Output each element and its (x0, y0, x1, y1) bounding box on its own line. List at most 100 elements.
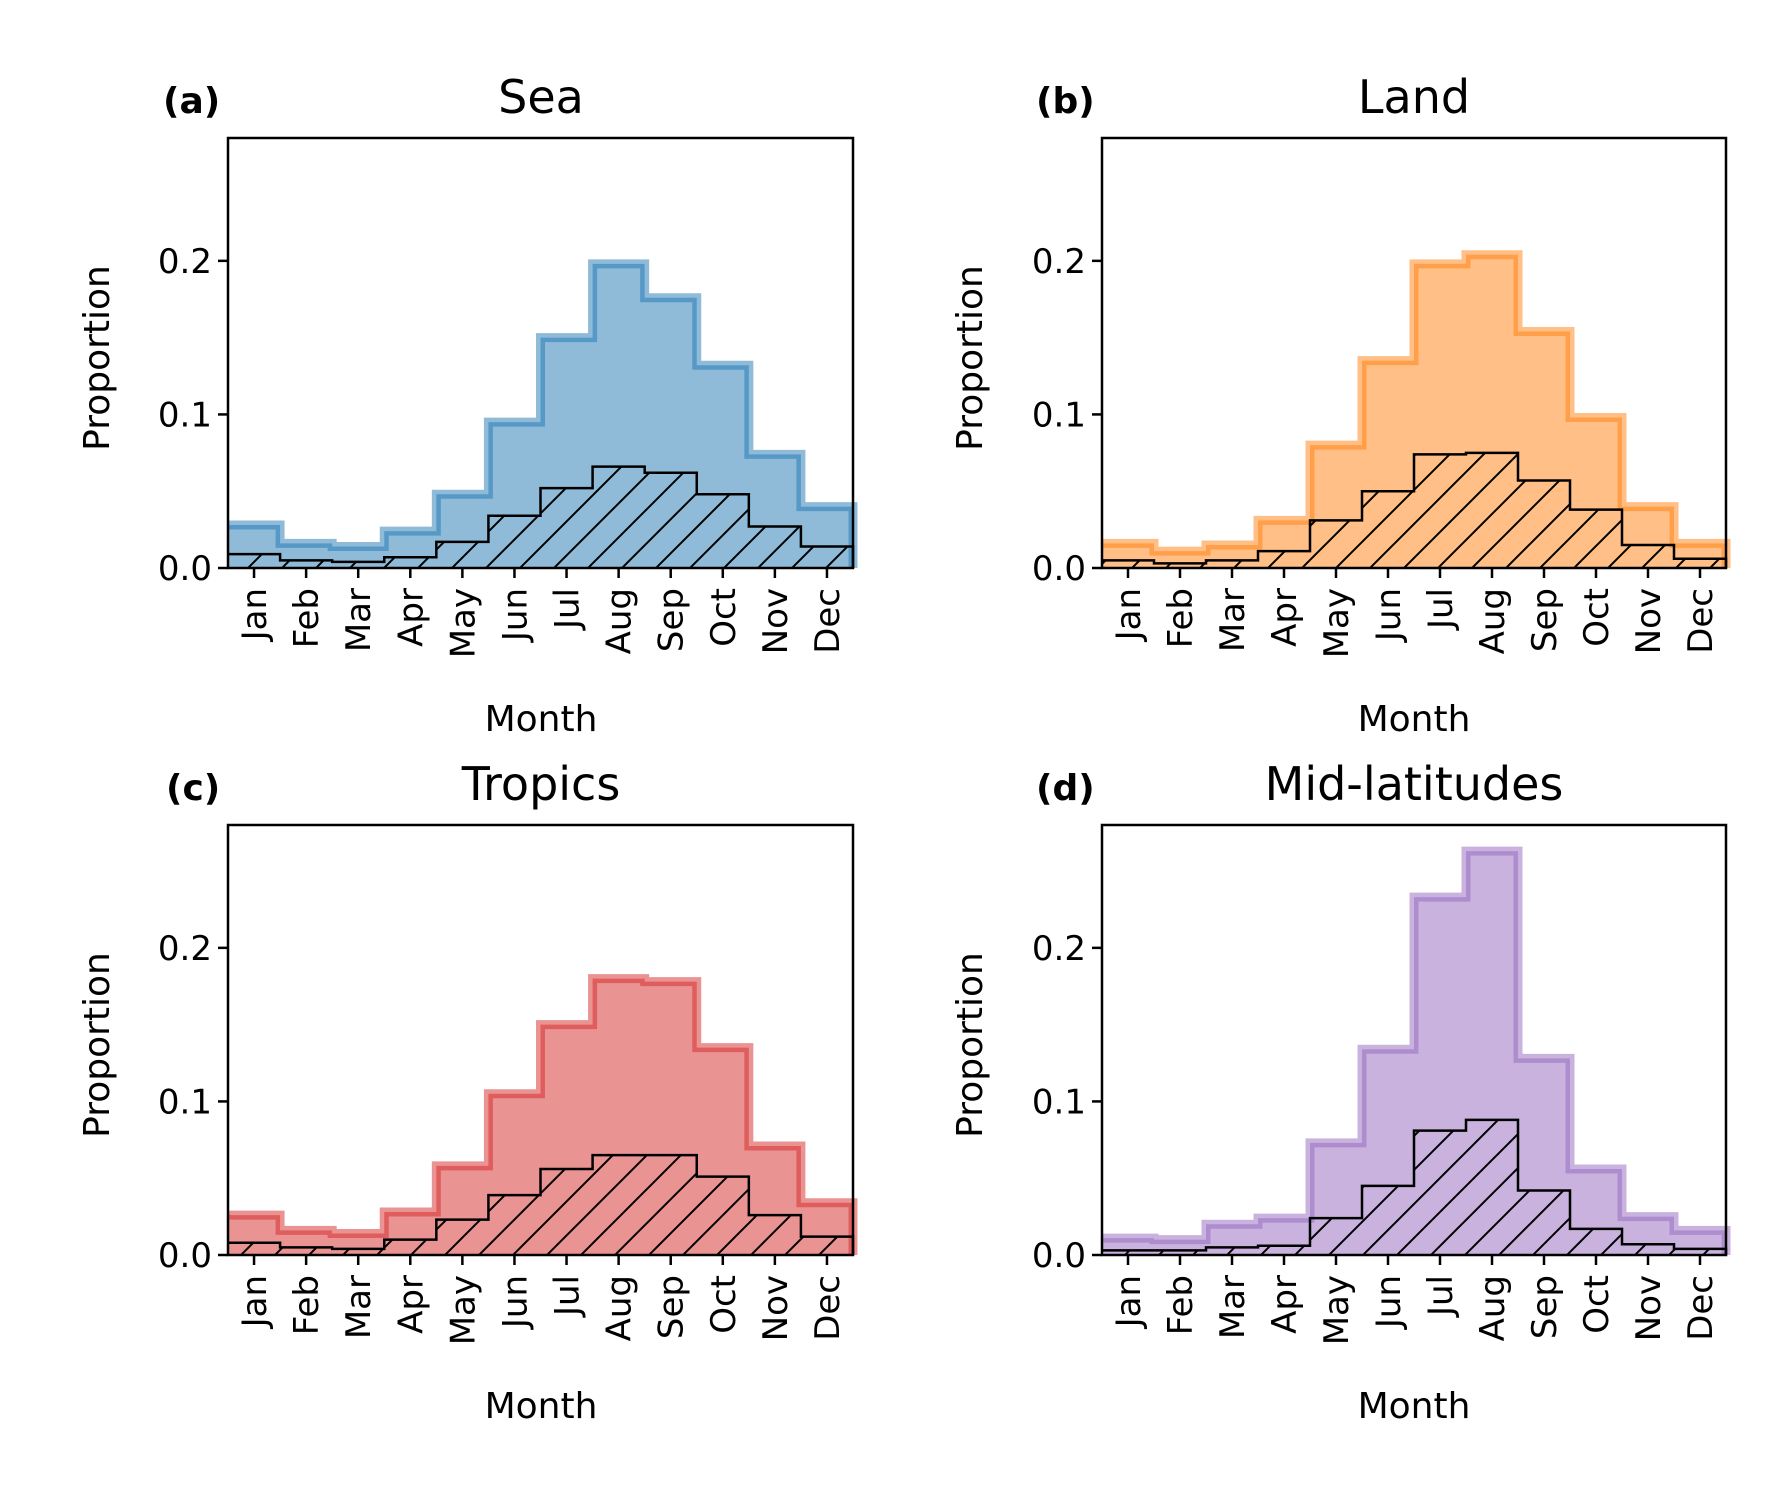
hatched-step-outline (228, 1153, 855, 1255)
x-tick-label-may: May (1317, 1275, 1357, 1345)
hatched-bar-nov (1622, 545, 1674, 568)
panel-sea: (a) Sea 0.0 0.1 0.2 Jan Feb Mar Apr May Jun Jul Au… (77, 70, 858, 740)
x-tick-label-feb: Feb (287, 1275, 327, 1335)
panel-mid-latitudes: (d) Mid-latitudes 0.0 0.1 0.2 Jan Feb Mar Apr M… (950, 757, 1731, 1427)
hatched-bar-aug (1466, 453, 1518, 568)
y-tick-label: 0.0 (158, 1236, 212, 1276)
y-tick-label: 0.0 (1032, 1236, 1086, 1276)
hatched-bar-jan (228, 554, 280, 568)
y-tick-label: 0.1 (158, 1082, 212, 1122)
series-step-outline (1102, 250, 1731, 568)
x-tick-label-jan: Jan (1109, 588, 1149, 642)
hatched-bar-may (436, 1220, 488, 1255)
plot-area: 0.0 0.1 0.2 Jan Feb Mar Apr May Jun Jul Aug Sep Oct N… (1032, 136, 1731, 658)
hatched-bar-oct (697, 494, 749, 568)
y-axis-label: Proportion (77, 952, 118, 1138)
hatched-bar-sep (1518, 1191, 1570, 1256)
hatched-bar-oct (1570, 1229, 1622, 1255)
x-axis-label: Month (485, 1386, 598, 1427)
x-axis-label: Month (485, 699, 598, 740)
x-tick-label-jul: Jul (1421, 1275, 1461, 1318)
panel-title: Sea (498, 70, 584, 124)
axes-frame (1100, 136, 1728, 570)
series-step-outline (1102, 846, 1731, 1255)
x-tick-label-dec: Dec (808, 588, 848, 654)
x-tick-label-jul: Jul (548, 1275, 588, 1318)
y-tick-label: 0.0 (158, 549, 212, 589)
y-tick-label: 0.2 (158, 242, 212, 282)
x-tick-label-apr: Apr (391, 588, 431, 647)
panel-letter: (d) (1036, 768, 1095, 809)
x-tick-label-dec: Dec (1681, 588, 1721, 654)
hatched-bar-nov (1622, 1244, 1674, 1255)
x-tick-label-nov: Nov (756, 588, 796, 654)
panel-letter: (a) (163, 81, 220, 122)
x-tick-label-nov: Nov (1629, 588, 1669, 654)
x-tick-label-sep: Sep (1525, 588, 1565, 652)
hatched-bar-jun (488, 1195, 540, 1255)
hatched-bar-oct (697, 1177, 749, 1255)
x-tick-label-mar: Mar (339, 1275, 379, 1339)
plot-area: 0.0 0.1 0.2 Jan Feb Mar Apr May Jun Jul Aug Sep Oct N… (1032, 823, 1731, 1345)
x-tick-label-oct: Oct (1577, 1275, 1617, 1334)
x-tick-label-feb: Feb (1161, 1275, 1201, 1335)
hatched-bar-oct (1570, 510, 1622, 568)
hatched-bar-dec (1674, 559, 1726, 568)
x-tick-label-jul: Jul (548, 588, 588, 631)
plot-area: 0.0 0.1 0.2 Jan Feb Mar Apr May Jun Jul Aug Sep Oct N… (158, 136, 858, 658)
hatched-bar-apr (1258, 551, 1310, 568)
x-tick-label-may: May (443, 1275, 483, 1345)
x-tick-label-jan: Jan (1109, 1275, 1149, 1329)
x-tick-label-jun: Jun (495, 1275, 535, 1330)
hatched-bar-dec (801, 547, 853, 569)
hatched-bar-may (1310, 1218, 1362, 1255)
x-axis-label: Month (1358, 699, 1471, 740)
hatched-bar-aug (593, 467, 645, 568)
y-axis-label: Proportion (77, 265, 118, 451)
series-step-outline (228, 974, 858, 1255)
hatched-bar-dec (801, 1237, 853, 1255)
y-tick-label: 0.2 (158, 929, 212, 969)
x-tick-label-sep: Sep (652, 588, 692, 652)
hatched-bar-apr (1258, 1246, 1310, 1255)
x-tick-label-may: May (1317, 588, 1357, 658)
x-tick-label-apr: Apr (1265, 1275, 1305, 1334)
x-tick-label-jun: Jun (495, 588, 535, 643)
x-tick-label-aug: Aug (600, 1275, 640, 1341)
series-step-outline (228, 259, 858, 568)
x-tick-label-oct: Oct (704, 588, 744, 647)
axes-frame (1100, 823, 1728, 1257)
x-tick-label-mar: Mar (1213, 1275, 1253, 1339)
hatched-step-outline (228, 465, 855, 568)
hatched-bar-apr (384, 1240, 436, 1255)
x-tick-label-aug: Aug (600, 588, 640, 654)
y-tick-label: 0.0 (1032, 549, 1086, 589)
x-tick-label-sep: Sep (1525, 1275, 1565, 1339)
hatched-bar-aug (593, 1155, 645, 1255)
panel-letter: (c) (166, 768, 220, 809)
hatched-bar-aug (1466, 1120, 1518, 1255)
hatched-bar-may (1310, 520, 1362, 568)
hatched-bar-jun (1362, 1186, 1414, 1255)
axes-frame (226, 136, 855, 570)
hatched-bar-nov (749, 527, 801, 568)
x-tick-label-mar: Mar (1213, 588, 1253, 652)
x-tick-label-may: May (443, 588, 483, 658)
panel-title: Tropics (461, 757, 621, 811)
x-tick-label-jan: Jan (235, 1275, 275, 1329)
hatched-bar-nov (749, 1215, 801, 1255)
x-tick-label-apr: Apr (391, 1275, 431, 1334)
hatched-bar-apr (384, 557, 436, 568)
hatched-fill-area (228, 1155, 853, 1255)
hatched-bar-jul (541, 488, 593, 568)
x-tick-label-jun: Jun (1369, 1275, 1409, 1330)
x-tick-label-nov: Nov (756, 1275, 796, 1341)
panel-land: (b) Land 0.0 0.1 0.2 Jan Feb Mar Apr May Jun Jul A… (950, 70, 1731, 740)
x-tick-label-feb: Feb (1161, 588, 1201, 648)
x-tick-label-nov: Nov (1629, 1275, 1669, 1341)
hatched-bar-sep (645, 1155, 697, 1255)
x-tick-label-aug: Aug (1473, 588, 1513, 654)
hatched-bar-sep (645, 473, 697, 568)
hatched-bar-may (436, 542, 488, 568)
